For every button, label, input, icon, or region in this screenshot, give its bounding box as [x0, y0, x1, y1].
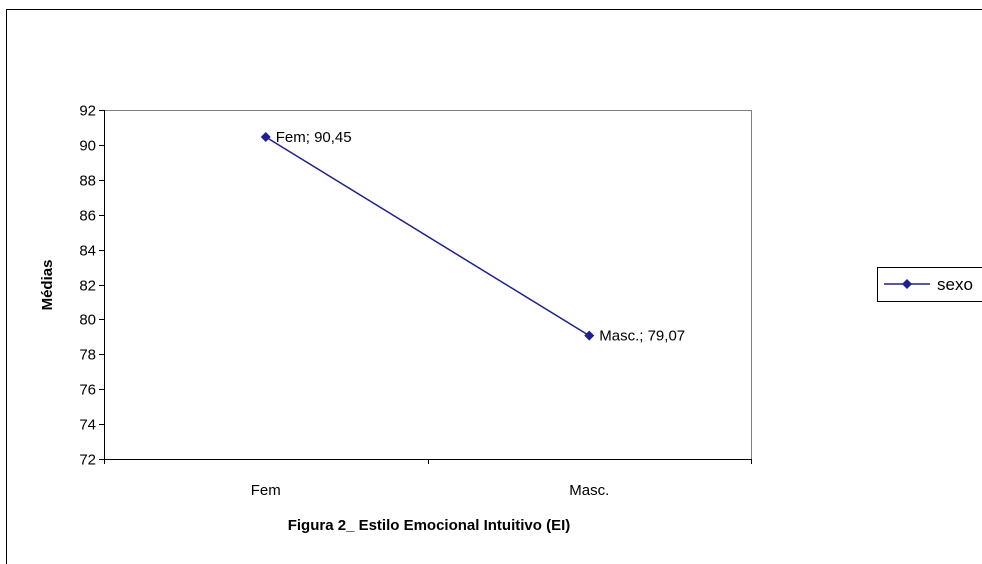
legend-label: sexo	[937, 275, 973, 294]
y-tick-label: 90	[79, 138, 96, 155]
x-category-label: Fem	[251, 482, 281, 499]
legend: sexo	[877, 267, 982, 302]
y-axis-title: Médias	[39, 260, 56, 311]
y-tick-label: 80	[79, 312, 96, 329]
y-tick-label: 76	[79, 382, 96, 399]
chart-caption: Figura 2_ Estilo Emocional Intuitivo (EI…	[288, 517, 571, 534]
data-point-label: Masc.; 79,07	[599, 328, 685, 345]
y-tick-label: 92	[79, 103, 96, 120]
data-point-label: Fem; 90,45	[276, 129, 352, 146]
data-point-marker	[584, 330, 595, 341]
x-category-label: Masc.	[569, 482, 609, 499]
y-tick-label: 74	[79, 417, 96, 434]
y-axis: 72 74 76 78 80 82 84 86 88 90 92	[79, 103, 105, 469]
y-tick-label: 78	[79, 347, 96, 364]
x-axis: Fem Masc.	[104, 459, 752, 499]
plot-area	[104, 110, 752, 460]
data-point-marker	[260, 132, 271, 143]
y-tick-label: 84	[79, 243, 96, 260]
y-tick-label: 72	[79, 452, 96, 469]
legend-diamond-marker	[902, 279, 912, 289]
y-tick-label: 86	[79, 208, 96, 225]
y-tick-label: 88	[79, 173, 96, 190]
series-sexo: Fem; 90,45 Masc.; 79,07	[260, 129, 685, 345]
y-tick-label: 82	[79, 278, 96, 295]
series-line	[265, 136, 590, 337]
